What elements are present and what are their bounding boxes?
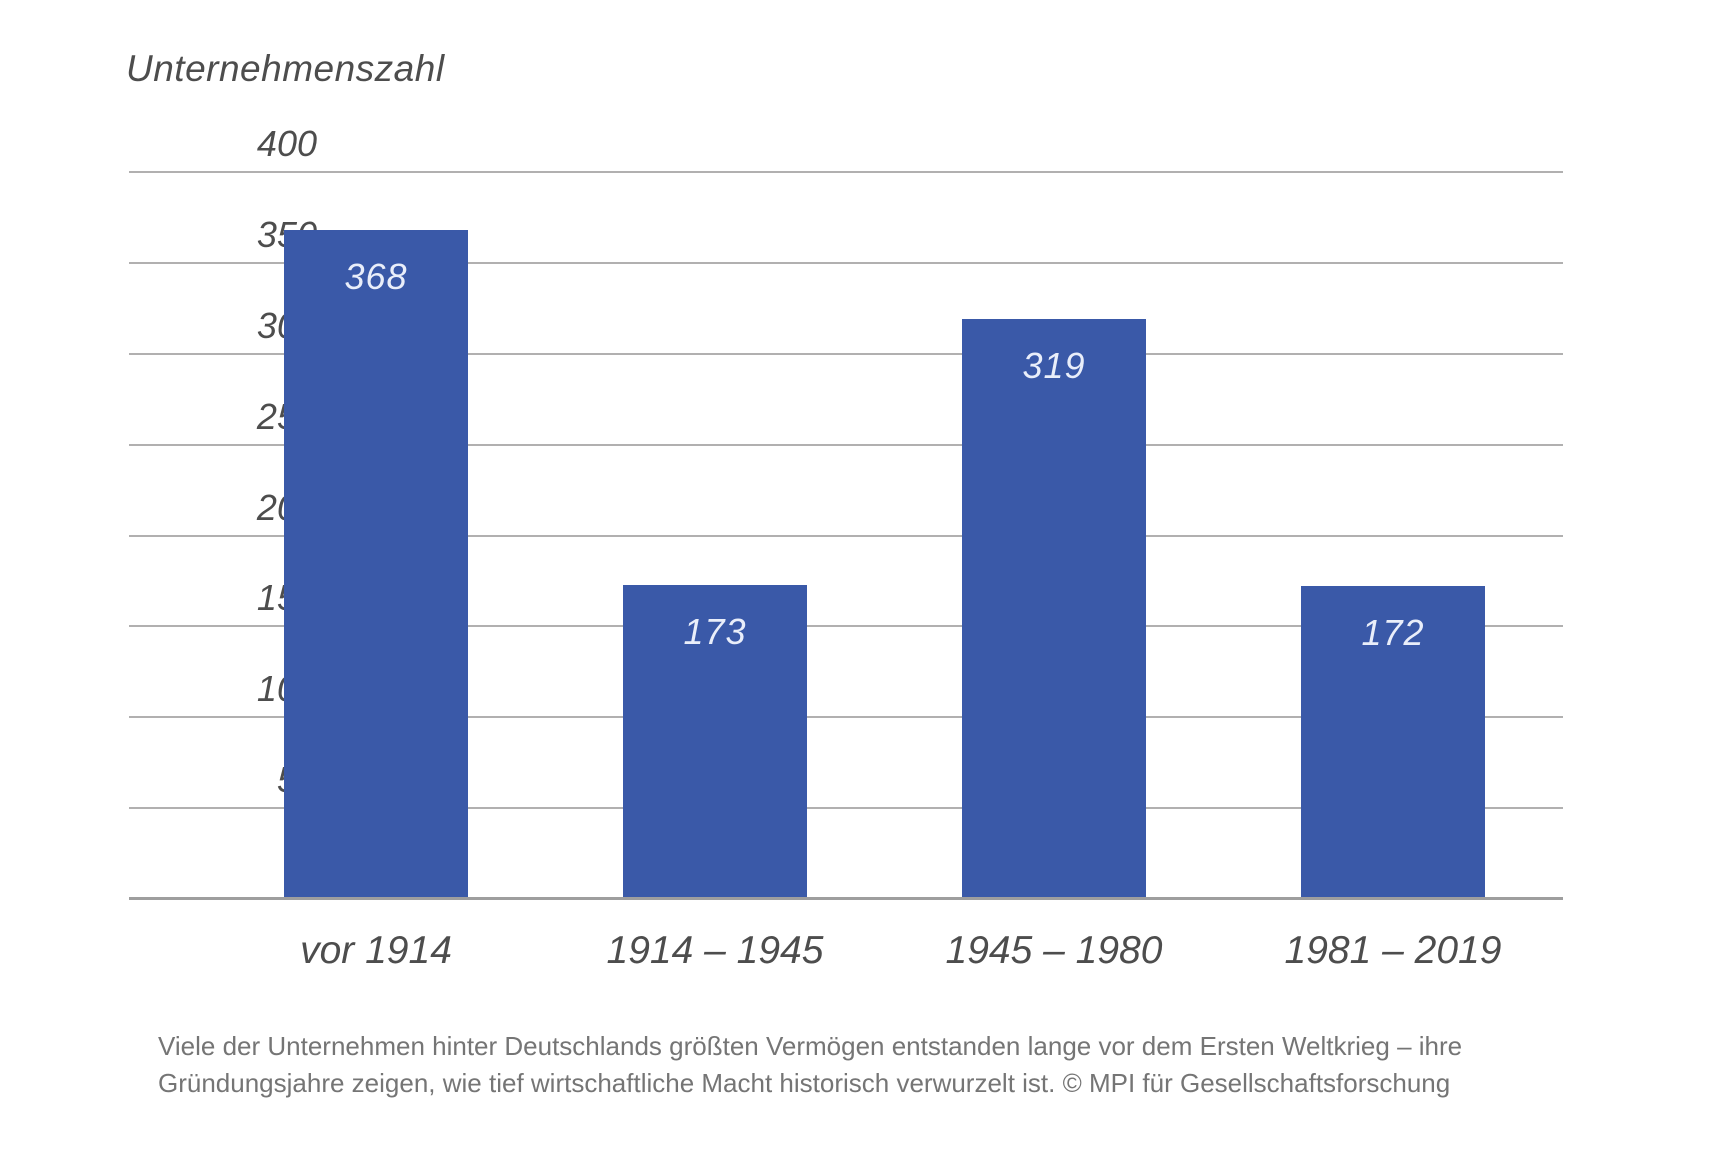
caption-line-2: Gründungsjahre zeigen, wie tief wirtscha… bbox=[158, 1068, 1451, 1098]
bar-1981-2019: 172 bbox=[1301, 586, 1485, 899]
x-axis-line bbox=[129, 897, 1563, 900]
caption-line-1: Viele der Unternehmen hinter Deutschland… bbox=[158, 1031, 1463, 1061]
x-tick-label: 1981 – 2019 bbox=[1284, 929, 1502, 972]
y-tick-label: 400 bbox=[256, 123, 317, 164]
bar-value-label: 172 bbox=[1361, 612, 1425, 654]
bar-1914-1945: 173 bbox=[623, 584, 807, 899]
gridline bbox=[129, 807, 1563, 810]
x-tick-label: 1914 – 1945 bbox=[606, 929, 824, 972]
gridline bbox=[129, 352, 1563, 355]
bar-1945-1980: 319 bbox=[962, 319, 1146, 899]
x-tick-label: 1945 – 1980 bbox=[945, 929, 1163, 972]
y-tick-label: 300 bbox=[0, 305, 317, 347]
plot-area: 400350300250200150100500368vor 191417319… bbox=[129, 123, 1563, 972]
y-tick-label: 50 bbox=[0, 759, 317, 801]
gridline bbox=[129, 171, 1563, 173]
bar-value-label: 368 bbox=[344, 256, 408, 298]
bar-value-label: 173 bbox=[683, 610, 747, 652]
y-tick-label: 250 bbox=[0, 396, 317, 438]
x-tick-label: vor 1914 bbox=[300, 929, 452, 972]
gridline bbox=[129, 261, 1563, 264]
figure-caption: Viele der Unternehmen hinter Deutschland… bbox=[158, 1028, 1463, 1102]
chart-title: Unternehmenszahl bbox=[126, 48, 445, 89]
y-tick-label: 100 bbox=[0, 668, 317, 710]
gridline bbox=[129, 443, 1563, 446]
bar-value-label: 319 bbox=[1022, 345, 1086, 387]
y-tick-label: 350 bbox=[0, 214, 317, 256]
gridline bbox=[129, 625, 1563, 628]
gridline bbox=[129, 534, 1563, 537]
gridline bbox=[129, 716, 1563, 719]
y-tick-label: 150 bbox=[0, 577, 317, 619]
y-tick-label: 0 bbox=[0, 850, 317, 892]
y-tick-label: 200 bbox=[0, 487, 317, 529]
bar-vor-1914: 368 bbox=[284, 230, 468, 899]
